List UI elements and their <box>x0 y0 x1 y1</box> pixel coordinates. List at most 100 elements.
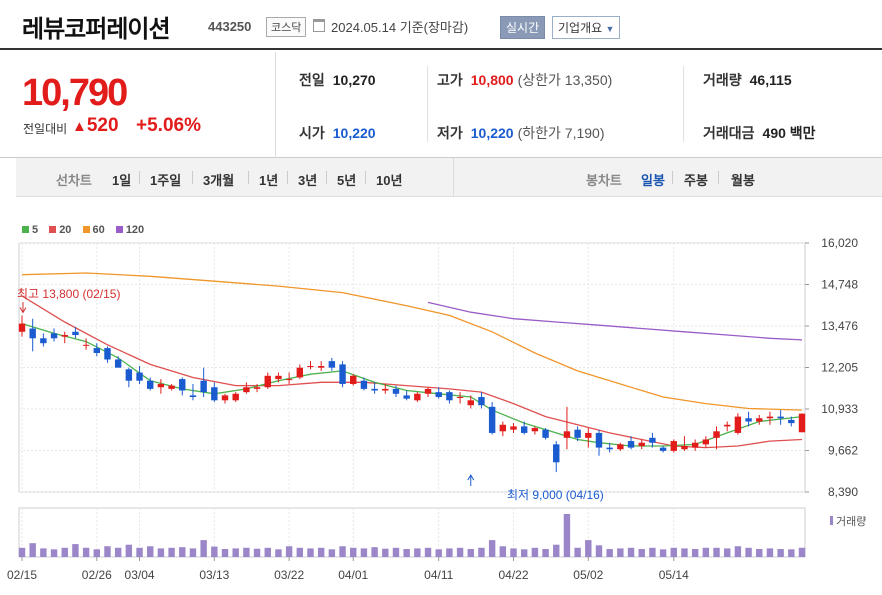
x-tick-label: 04/11 <box>424 568 453 582</box>
volume-bar <box>50 549 58 557</box>
candle-body <box>563 431 571 438</box>
volume-bar <box>510 548 517 557</box>
legend-ma60: 60 <box>82 224 105 236</box>
candle-body <box>520 426 528 433</box>
volume-bar <box>296 547 304 557</box>
volume-bar <box>253 548 261 557</box>
high-annotation: 최고 13,800 (02/15) <box>17 287 120 301</box>
candle-body <box>456 397 464 399</box>
period-5y[interactable]: 5년 <box>337 173 357 188</box>
company-overview-button[interactable]: 기업개요 ▼ <box>552 16 621 39</box>
volume-bar <box>18 547 26 557</box>
volume-bar <box>104 546 111 557</box>
price-change: ▲520 <box>72 115 119 136</box>
realtime-button[interactable]: 실시간 <box>500 16 546 39</box>
volume-bar <box>382 548 389 557</box>
ma-line-20 <box>21 295 803 449</box>
volume-bar <box>456 547 464 557</box>
current-price: 10,790 <box>22 72 128 114</box>
volume-bar <box>574 547 581 557</box>
period-10y[interactable]: 10년 <box>376 173 403 188</box>
legend-ma120: 120 <box>115 224 144 236</box>
volume-bar <box>478 547 485 557</box>
candle-body <box>82 344 90 346</box>
volume-bar <box>114 547 122 557</box>
volume-bar <box>339 546 346 557</box>
candle-body <box>403 395 410 399</box>
volume-bar <box>499 546 507 557</box>
candle-body <box>350 375 357 384</box>
candle-body <box>296 367 304 378</box>
x-tick-label: 03/13 <box>199 568 229 582</box>
candle-body <box>478 397 485 406</box>
low-annotation: 최저 9,000 (04/16) <box>507 488 604 502</box>
chart-axes: 16,020 14,748 13,476 12,205 10,933 9,662 8,390… <box>7 236 866 582</box>
candle-body <box>221 395 229 401</box>
quote-date: 2024.05.14 기준(장마감) <box>331 20 469 35</box>
volume-bar <box>307 548 314 557</box>
volume-bar <box>724 548 731 557</box>
period-1d[interactable]: 1일 <box>112 173 132 188</box>
candle-body <box>467 400 474 406</box>
volume-bar <box>200 540 207 557</box>
volume-bar <box>617 548 624 557</box>
volume-bar <box>488 540 496 557</box>
candlesticks <box>18 315 806 473</box>
volume-bar <box>585 540 592 557</box>
volume-bar <box>424 547 432 557</box>
candle-body <box>168 385 175 389</box>
candle-monthly[interactable]: 월봉 <box>731 173 755 188</box>
period-3y[interactable]: 3년 <box>298 173 318 188</box>
stat-prev: 전일 10,270 <box>299 72 376 88</box>
candle-body <box>713 431 720 438</box>
volume-bar <box>157 548 165 557</box>
volume-bar <box>606 549 613 557</box>
volume-bar <box>649 547 656 557</box>
volume-bar <box>93 549 100 557</box>
candle-body <box>659 447 667 451</box>
y-tick-label: 16,020 <box>821 236 858 250</box>
x-tick-label: 03/22 <box>274 568 304 582</box>
y-tick-label: 10,933 <box>821 402 858 416</box>
market-badge: 코스닥 <box>266 17 307 37</box>
candle-weekly[interactable]: 주봉 <box>684 173 708 188</box>
y-tick-label: 14,748 <box>821 278 858 292</box>
candle-body <box>734 416 742 433</box>
volume-bar <box>275 549 282 557</box>
candle-body <box>681 445 688 450</box>
volume-bar <box>627 547 635 557</box>
volume-bar <box>798 547 806 557</box>
volume-bar <box>40 548 47 557</box>
y-tick-label: 13,476 <box>821 319 858 333</box>
stat-open: 시가 10,220 <box>299 125 376 141</box>
candle-body <box>40 338 47 344</box>
volume-bar <box>371 547 378 557</box>
candle-body <box>317 366 325 368</box>
volume-pane-frame <box>18 507 806 558</box>
candle-body <box>798 413 806 433</box>
volume-bar <box>595 545 603 557</box>
period-1w[interactable]: 1주일 <box>150 173 182 188</box>
candle-body <box>382 388 389 391</box>
volume-bar <box>467 549 474 557</box>
period-1y[interactable]: 1년 <box>259 173 279 188</box>
volume-label: 거래량 <box>836 515 866 528</box>
ma-legend: 5 20 60 120 <box>22 224 152 236</box>
ma-line-120 <box>427 301 803 341</box>
candle-body <box>72 331 79 336</box>
x-tick-label: 04/22 <box>498 568 528 582</box>
candle-body <box>114 359 122 368</box>
candle-body <box>585 432 592 438</box>
volume-bar <box>553 544 560 557</box>
candle-body <box>702 439 710 445</box>
period-3m[interactable]: 3개월 <box>203 173 235 188</box>
candle-daily[interactable]: 일봉 <box>641 173 665 188</box>
candle-body <box>724 424 731 427</box>
change-label: 전일대비 <box>23 122 68 136</box>
stock-name: 레뷰코퍼레이션 <box>22 15 171 43</box>
candle-body <box>424 388 432 394</box>
candle-body <box>499 424 507 432</box>
volume-bar <box>670 547 677 557</box>
price-panel: 10,790 전일대비 ▲520 +5.06% 전일 10,270 고가 10,80… <box>0 52 882 158</box>
volume-bar <box>360 548 368 557</box>
